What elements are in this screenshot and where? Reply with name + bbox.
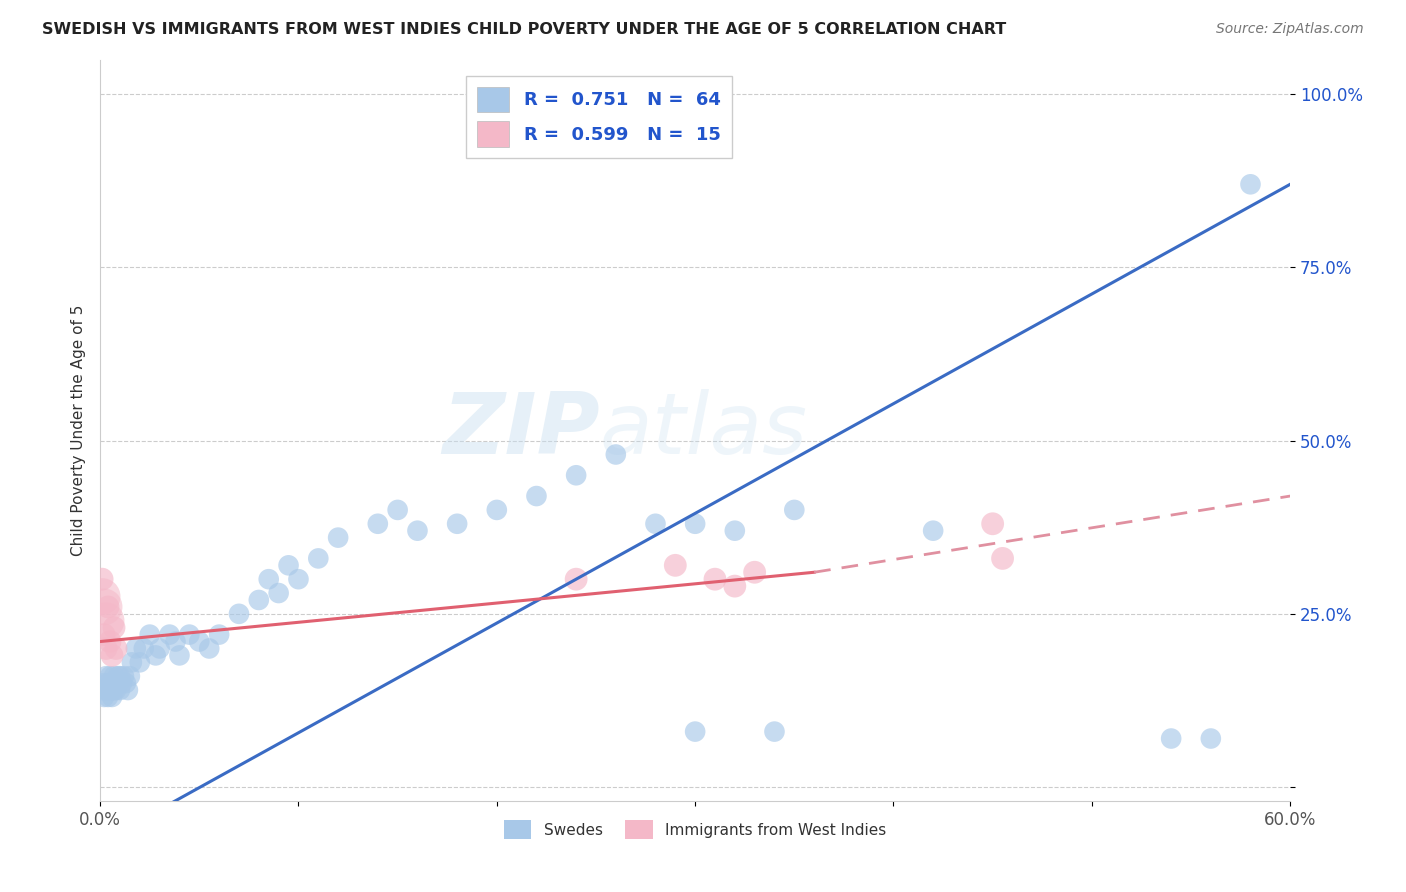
- Point: [744, 566, 766, 580]
- Point: [783, 503, 806, 517]
- Point: [112, 669, 135, 683]
- Point: [644, 516, 666, 531]
- Point: [683, 516, 706, 531]
- Point: [1160, 731, 1182, 746]
- Point: [724, 579, 747, 593]
- Point: [118, 669, 141, 683]
- Point: [169, 648, 191, 663]
- Point: [664, 558, 686, 573]
- Point: [93, 690, 115, 704]
- Point: [105, 676, 128, 690]
- Point: [188, 634, 211, 648]
- Point: [981, 516, 1004, 531]
- Point: [121, 656, 143, 670]
- Point: [683, 724, 706, 739]
- Point: [387, 503, 409, 517]
- Point: [763, 724, 786, 739]
- Point: [108, 669, 131, 683]
- Point: [565, 572, 588, 586]
- Point: [94, 683, 117, 698]
- Point: [93, 676, 115, 690]
- Point: [208, 627, 231, 641]
- Point: [565, 468, 588, 483]
- Point: [91, 572, 114, 586]
- Point: [704, 572, 727, 586]
- Point: [138, 627, 160, 641]
- Point: [287, 572, 309, 586]
- Point: [267, 586, 290, 600]
- Point: [1239, 178, 1261, 192]
- Text: Source: ZipAtlas.com: Source: ZipAtlas.com: [1216, 22, 1364, 37]
- Point: [97, 690, 120, 704]
- Point: [94, 641, 117, 656]
- Point: [367, 516, 389, 531]
- Point: [101, 676, 124, 690]
- Point: [97, 599, 120, 614]
- Point: [101, 648, 124, 663]
- Point: [117, 683, 139, 698]
- Point: [105, 683, 128, 698]
- Y-axis label: Child Poverty Under the Age of 5: Child Poverty Under the Age of 5: [72, 304, 86, 556]
- Point: [922, 524, 945, 538]
- Point: [198, 641, 221, 656]
- Point: [125, 641, 148, 656]
- Point: [97, 676, 120, 690]
- Point: [103, 683, 125, 698]
- Point: [91, 683, 114, 698]
- Point: [93, 627, 115, 641]
- Point: [103, 669, 125, 683]
- Point: [91, 590, 114, 604]
- Point: [98, 669, 121, 683]
- Point: [991, 551, 1014, 566]
- Point: [326, 531, 349, 545]
- Point: [94, 669, 117, 683]
- Point: [485, 503, 508, 517]
- Text: ZIP: ZIP: [443, 389, 600, 472]
- Point: [103, 621, 125, 635]
- Point: [277, 558, 299, 573]
- Point: [107, 676, 129, 690]
- Point: [159, 627, 181, 641]
- Point: [228, 607, 250, 621]
- Point: [108, 683, 131, 698]
- Point: [526, 489, 548, 503]
- Point: [406, 524, 429, 538]
- Point: [605, 448, 627, 462]
- Point: [247, 593, 270, 607]
- Point: [111, 676, 134, 690]
- Point: [107, 669, 129, 683]
- Point: [94, 614, 117, 628]
- Point: [446, 516, 468, 531]
- Legend: Swedes, Immigrants from West Indies: Swedes, Immigrants from West Indies: [498, 814, 893, 845]
- Point: [98, 634, 121, 648]
- Point: [128, 656, 150, 670]
- Point: [115, 676, 138, 690]
- Text: atlas: atlas: [600, 389, 808, 472]
- Point: [307, 551, 329, 566]
- Point: [132, 641, 155, 656]
- Point: [165, 634, 187, 648]
- Point: [145, 648, 167, 663]
- Point: [98, 683, 121, 698]
- Point: [724, 524, 747, 538]
- Point: [105, 641, 128, 656]
- Point: [149, 641, 172, 656]
- Point: [93, 599, 115, 614]
- Point: [101, 690, 124, 704]
- Point: [179, 627, 201, 641]
- Text: SWEDISH VS IMMIGRANTS FROM WEST INDIES CHILD POVERTY UNDER THE AGE OF 5 CORRELAT: SWEDISH VS IMMIGRANTS FROM WEST INDIES C…: [42, 22, 1007, 37]
- Point: [1199, 731, 1222, 746]
- Point: [257, 572, 280, 586]
